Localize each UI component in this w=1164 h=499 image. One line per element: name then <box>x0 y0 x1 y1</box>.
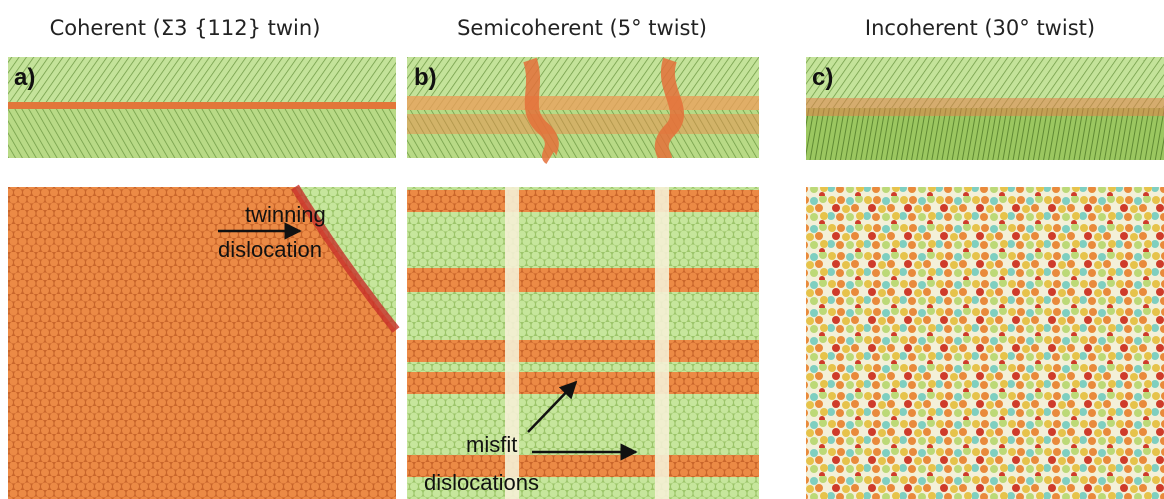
panel-label: b) <box>414 64 437 91</box>
panel-title: Semicoherent (5° twist) <box>457 16 707 40</box>
panel-label: a) <box>14 64 35 91</box>
panel-title: Incoherent (30° twist) <box>865 16 1095 40</box>
figure: Coherent (Σ3 {112} twin) Semicoherent (5… <box>0 0 1164 499</box>
panel-b-side <box>407 57 759 158</box>
annotation: dislocations <box>424 470 539 495</box>
annotation: twinning <box>245 202 326 227</box>
panel-c-plan <box>806 187 1164 499</box>
annotation: dislocation <box>218 237 322 262</box>
panel-c-side <box>806 57 1164 160</box>
panel-a-plan <box>8 187 396 499</box>
panel-title: Coherent (Σ3 {112} twin) <box>50 16 321 40</box>
panel-label: c) <box>812 64 833 91</box>
panel-a-side <box>8 57 396 158</box>
annotation: misfit <box>466 432 517 457</box>
